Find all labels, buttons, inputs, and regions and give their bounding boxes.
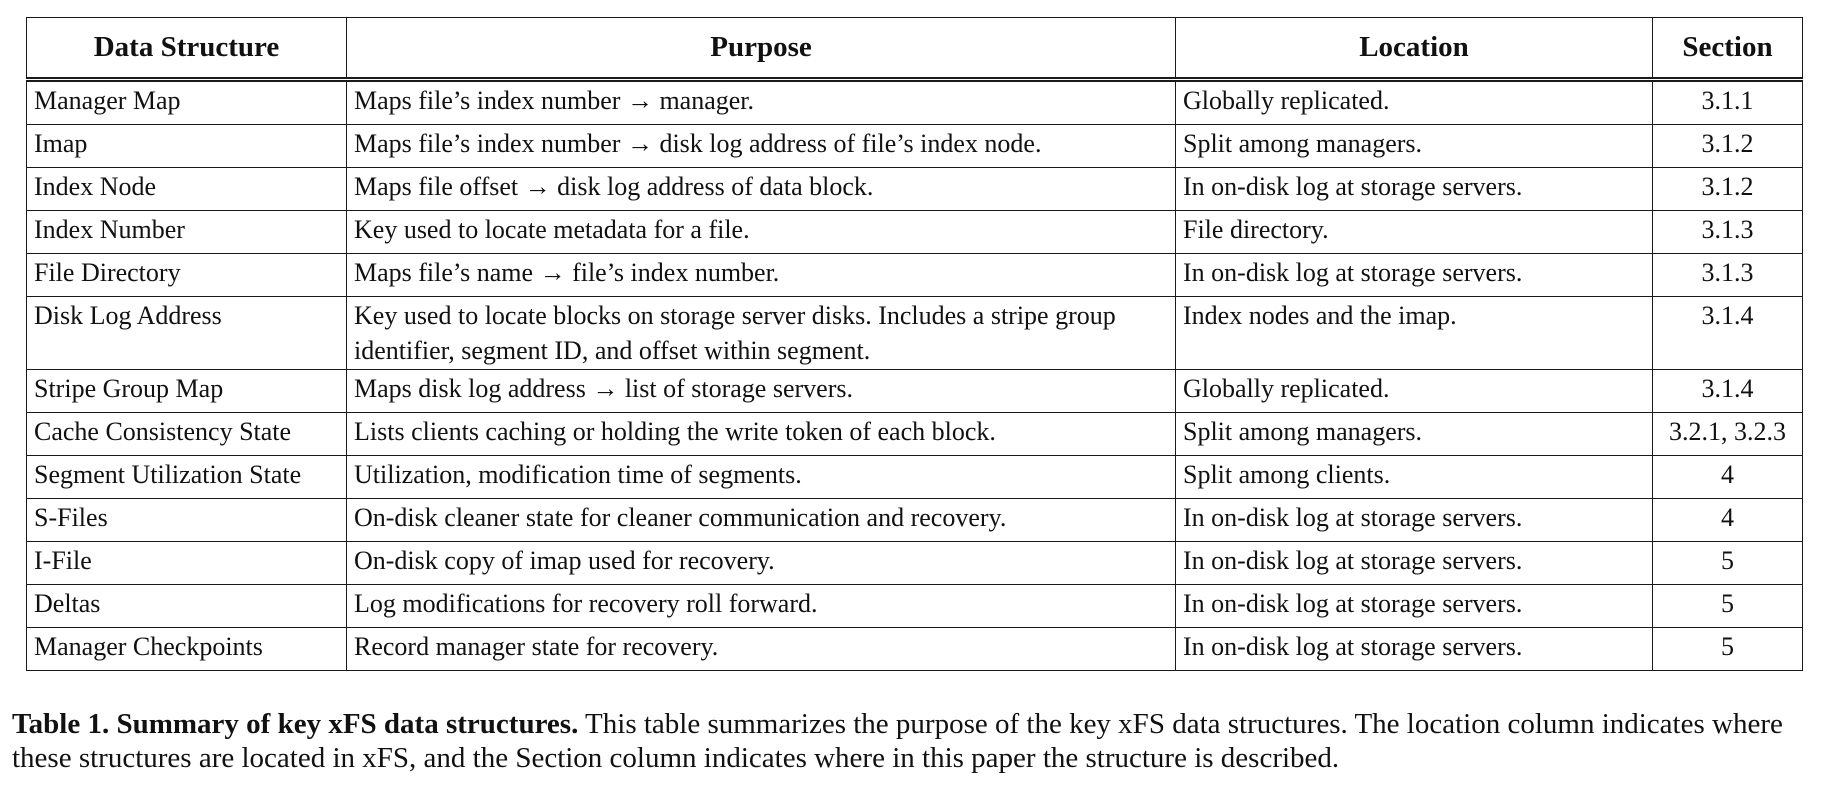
cell-section: 4 [1652,455,1803,499]
table-row: I-File On-disk copy of imap used for rec… [26,541,1803,585]
cell-structure: Index Node [26,167,347,211]
table-row: Manager Map Maps file’s index number → m… [26,79,1803,125]
data-structures-table-wrapper: Data Structure Purpose Location Section … [26,17,1803,671]
cell-section: 5 [1652,584,1803,628]
cell-section: 4 [1652,498,1803,542]
table-row: S-Files On-disk cleaner state for cleane… [26,498,1803,542]
cell-purpose: On-disk copy of imap used for recovery. [346,541,1176,585]
table-row: Segment Utilization State Utilization, m… [26,455,1803,499]
cell-location: Index nodes and the imap. [1175,296,1653,370]
cell-section: 3.1.2 [1652,167,1803,211]
cell-structure: Cache Consistency State [26,412,347,456]
table-header: Data Structure Purpose Location Section [26,17,1803,82]
cell-section: 3.1.3 [1652,253,1803,297]
cell-section: 5 [1652,541,1803,585]
cell-location: Split among clients. [1175,455,1653,499]
cell-section: 3.1.1 [1652,79,1803,125]
cell-location: In on-disk log at storage servers. [1175,167,1653,211]
cell-structure: File Directory [26,253,347,297]
cell-section: 5 [1652,627,1803,671]
cell-section: 3.2.1, 3.2.3 [1652,412,1803,456]
table-caption: Table 1. Summary of key xFS data structu… [12,707,1818,775]
cell-location: In on-disk log at storage servers. [1175,541,1653,585]
cell-purpose: Key used to locate blocks on storage ser… [346,296,1176,370]
cell-structure: Index Number [26,210,347,254]
cell-location: In on-disk log at storage servers. [1175,584,1653,628]
cell-structure: Imap [26,124,347,168]
table-row: Stripe Group Map Maps disk log address →… [26,369,1803,413]
cell-structure: Manager Map [26,79,347,125]
table-row: Index Node Maps file offset → disk log a… [26,167,1803,211]
cell-purpose: Maps file’s index number → disk log addr… [346,124,1176,168]
cell-location: File directory. [1175,210,1653,254]
cell-structure: S-Files [26,498,347,542]
cell-purpose: Record manager state for recovery. [346,627,1176,671]
data-structures-table: Data Structure Purpose Location Section … [26,17,1803,671]
cell-location: Split among managers. [1175,412,1653,456]
cell-section: 3.1.4 [1652,369,1803,413]
cell-location: Split among managers. [1175,124,1653,168]
table-row: Manager Checkpoints Record manager state… [26,627,1803,671]
cell-location: Globally replicated. [1175,79,1653,125]
cell-location: In on-disk log at storage servers. [1175,627,1653,671]
cell-structure: I-File [26,541,347,585]
cell-location: In on-disk log at storage servers. [1175,253,1653,297]
table-row: File Directory Maps file’s name → file’s… [26,253,1803,297]
column-header-location: Location [1175,17,1653,82]
cell-purpose: Utilization, modification time of segmen… [346,455,1176,499]
cell-purpose: Maps disk log address → list of storage … [346,369,1176,413]
cell-purpose: Maps file offset → disk log address of d… [346,167,1176,211]
table-row: Imap Maps file’s index number → disk log… [26,124,1803,168]
cell-purpose: Key used to locate metadata for a file. [346,210,1176,254]
cell-location: Globally replicated. [1175,369,1653,413]
cell-purpose: Maps file’s name → file’s index number. [346,253,1176,297]
table-row: Disk Log Address Key used to locate bloc… [26,296,1803,370]
cell-section: 3.1.3 [1652,210,1803,254]
table-row: Cache Consistency State Lists clients ca… [26,412,1803,456]
cell-purpose: Maps file’s index number → manager. [346,79,1176,125]
column-header-purpose: Purpose [346,17,1176,82]
caption-text: This table summarizes the purpose of the… [12,708,1783,774]
cell-structure: Disk Log Address [26,296,347,370]
cell-structure: Segment Utilization State [26,455,347,499]
table-row: Index Number Key used to locate metadata… [26,210,1803,254]
cell-purpose: Log modifications for recovery roll forw… [346,584,1176,628]
cell-purpose: Lists clients caching or holding the wri… [346,412,1176,456]
cell-section: 3.1.4 [1652,296,1803,370]
cell-structure: Stripe Group Map [26,369,347,413]
table-body: Manager Map Maps file’s index number → m… [26,79,1803,671]
column-header-section: Section [1652,17,1803,82]
cell-structure: Manager Checkpoints [26,627,347,671]
cell-section: 3.1.2 [1652,124,1803,168]
column-header-data-structure: Data Structure [26,17,347,82]
header-row: Data Structure Purpose Location Section [26,17,1803,82]
cell-purpose: On-disk cleaner state for cleaner commun… [346,498,1176,542]
cell-structure: Deltas [26,584,347,628]
cell-location: In on-disk log at storage servers. [1175,498,1653,542]
caption-label: Table 1. Summary of key xFS data structu… [12,708,579,740]
table-row: Deltas Log modifications for recovery ro… [26,584,1803,628]
